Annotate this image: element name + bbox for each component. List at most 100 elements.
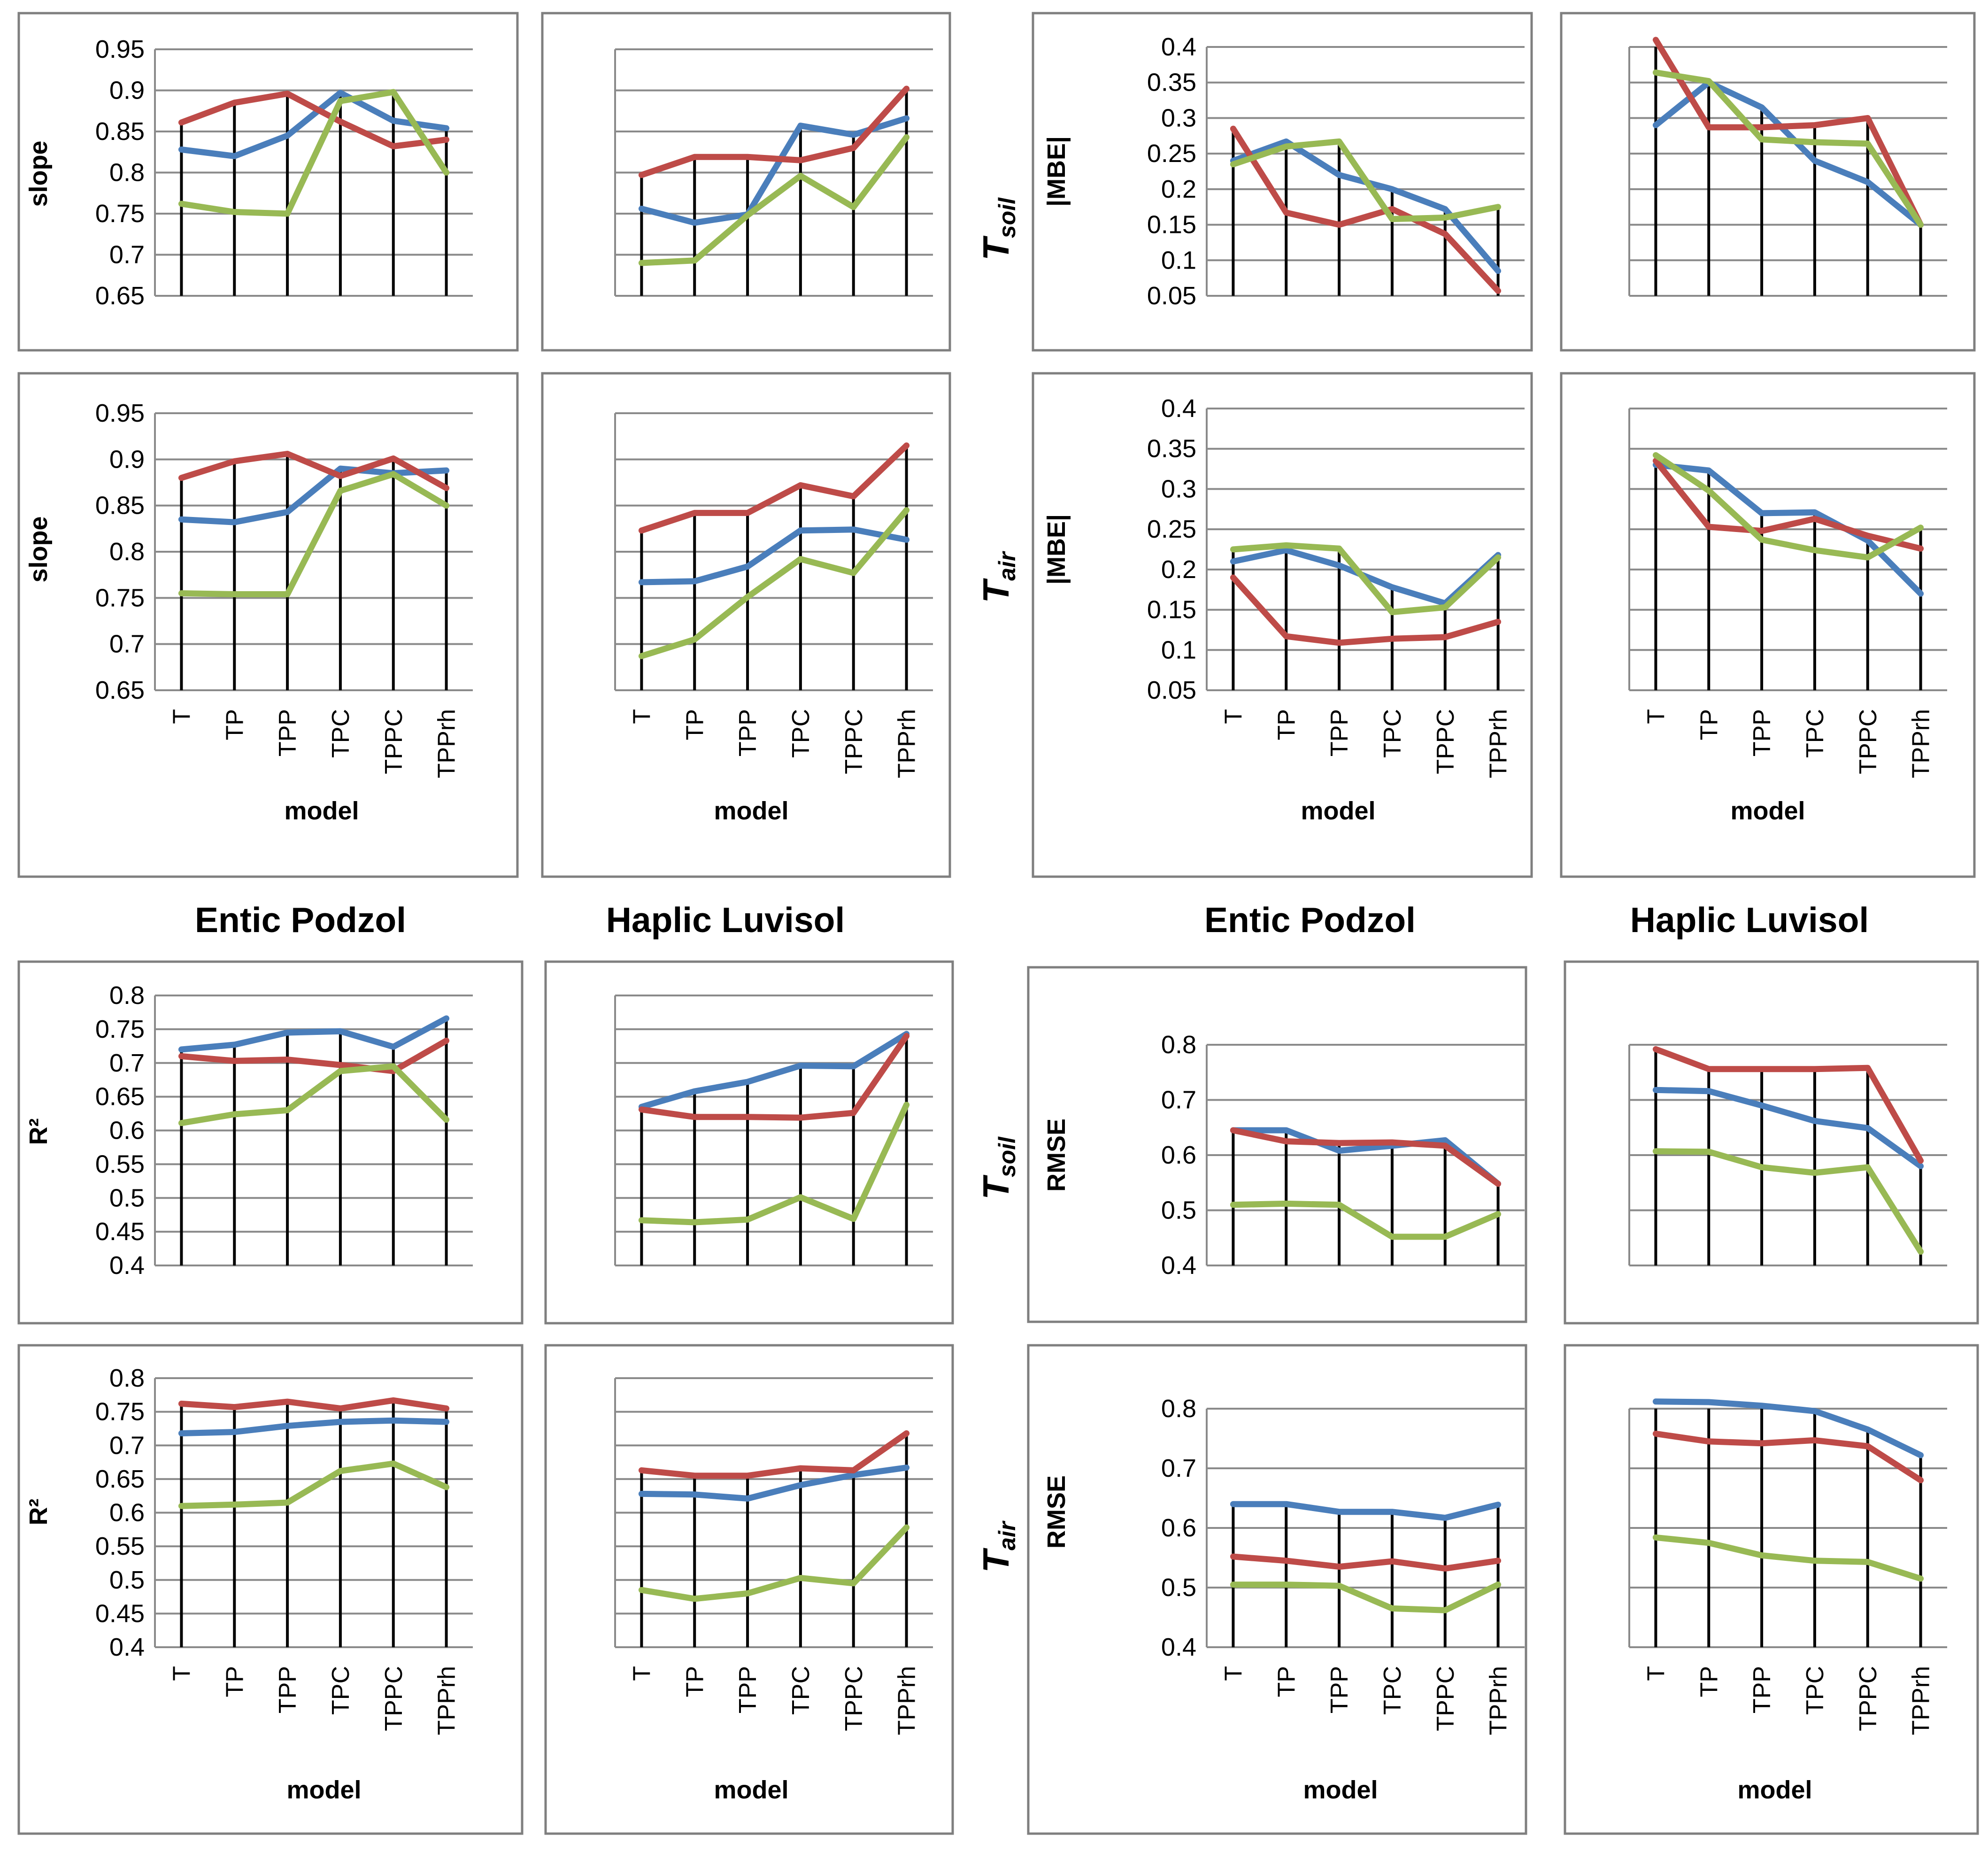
chart-frame	[17, 12, 519, 352]
side-label-sub: air	[994, 551, 1020, 581]
series-line-red	[1652, 457, 1924, 552]
series-line-red	[638, 1033, 910, 1121]
chart-slope-tair-haplic: T TP TPP TPC TPPC TPPrh model	[541, 372, 951, 878]
series-line-red	[1230, 125, 1502, 294]
y-tick-label: 0.7	[1161, 1086, 1196, 1114]
x-tick-label: TPC	[1802, 709, 1829, 758]
series-line-red	[1652, 1430, 1924, 1483]
series-line-green	[638, 1524, 910, 1602]
series-line-blue	[1230, 1127, 1502, 1187]
y-tick-label: 0.4	[109, 1633, 145, 1661]
x-tick-label: TPC	[1379, 1666, 1406, 1715]
chart-frame	[1564, 1344, 1979, 1835]
y-tick-label: 0.9	[109, 77, 145, 105]
y-tick-label: 0.7	[109, 630, 145, 658]
y-tick-label: 0.5	[109, 1566, 145, 1594]
y-tick-label: 0.3	[1161, 104, 1196, 132]
x-tick-label: TPPC	[1855, 709, 1882, 774]
y-tick-label: 0.05	[1147, 282, 1196, 310]
y-tick-label: 0.6	[1161, 1141, 1196, 1169]
y-tick-label: 0.75	[95, 584, 145, 612]
y-tick-label: 0.3	[1161, 475, 1196, 503]
chart-frame	[1032, 372, 1533, 878]
y-tick-label: 0.6	[109, 1499, 145, 1527]
chart-r2-tair-entic: 0.4 0.45 0.5 0.55 0.6 0.65 0.7 0.75 0.8 R² T TP TPP T…	[17, 1344, 524, 1835]
y-tick-label: 0.5	[1161, 1573, 1196, 1602]
series-line-green	[1652, 1148, 1924, 1255]
series-line-green	[178, 1063, 450, 1126]
chart-frame	[17, 960, 524, 1325]
y-tick-label: 0.55	[95, 1532, 145, 1560]
series-line-green	[1230, 1200, 1502, 1240]
x-tick-label: TPPC	[380, 1666, 408, 1731]
x-axis-label: model	[1737, 1776, 1812, 1804]
x-tick-label: TPPC	[840, 709, 868, 774]
chart-frame	[1560, 12, 1976, 352]
y-tick-label: 0.95	[95, 35, 145, 63]
series-line-green	[1652, 1534, 1924, 1582]
x-tick-label: TPC	[1802, 1666, 1829, 1715]
y-axis-label: R²	[24, 1118, 53, 1145]
y-tick-label: 0.75	[95, 200, 145, 228]
chart-r2-tsoil-entic: 0.4 0.45 0.5 0.55 0.6 0.65 0.7 0.75 0.8 R²	[17, 960, 524, 1325]
panel-title-right-entic: Entic Podzol	[1204, 900, 1416, 940]
y-tick-label: 0.35	[1147, 69, 1196, 97]
series-line-green	[1652, 452, 1924, 561]
y-tick-label: 0.8	[109, 981, 145, 1010]
x-tick-label: TPPC	[1855, 1666, 1882, 1731]
series-line-red	[638, 85, 910, 178]
series-line-red	[638, 1430, 910, 1479]
y-tick-label: 0.1	[1161, 246, 1196, 274]
side-label-sub: soil	[994, 1136, 1020, 1177]
x-axis-label: model	[714, 797, 788, 825]
y-tick-label: 0.8	[109, 538, 145, 566]
x-tick-label: TPP	[1326, 1666, 1353, 1713]
series-line-red	[1230, 1127, 1502, 1187]
chart-frame	[541, 372, 951, 878]
y-tick-label: 0.5	[109, 1184, 145, 1212]
series-line-blue	[178, 465, 450, 525]
series-line-blue	[1652, 1087, 1924, 1169]
y-axis-label: R²	[24, 1499, 53, 1526]
chart-rmse-tair-entic: 0.4 0.5 0.6 0.7 0.8 RMSE T TP TPP TPC TPPC TPPrh mod…	[1027, 1344, 1527, 1835]
y-axis-label: slope	[24, 140, 53, 207]
x-tick-label: TPPrh	[894, 709, 921, 778]
series-line-green	[1230, 542, 1502, 616]
series-line-green	[638, 507, 910, 659]
x-tick-label: T	[628, 709, 655, 724]
x-tick-label: TP	[1695, 1666, 1723, 1697]
panel-title-right-haplic: Haplic Luvisol	[1630, 900, 1869, 940]
y-tick-label: 0.45	[95, 1218, 145, 1246]
x-tick-label: TP	[1273, 1666, 1300, 1697]
x-tick-label: TPC	[1379, 709, 1406, 758]
y-tick-label: 0.4	[1161, 394, 1196, 423]
panel-title-left-haplic: Haplic Luvisol	[606, 900, 845, 940]
x-tick-label: T	[168, 1666, 195, 1681]
chart-slope-tair-entic: 0.65 0.7 0.75 0.8 0.85 0.9 0.95 slope T TP TPP TPC T…	[17, 372, 519, 878]
chart-r2-tair-haplic: T TP TPP TPC TPPC TPPrh model	[544, 1344, 954, 1835]
y-tick-label: 0.05	[1147, 676, 1196, 704]
x-tick-label: TPPC	[1432, 709, 1459, 774]
y-axis-label: |MBE|	[1042, 514, 1071, 585]
y-tick-label: 0.65	[95, 282, 145, 310]
chart-frame	[1560, 372, 1976, 878]
y-tick-label: 0.4	[109, 1251, 145, 1280]
x-axis-label: model	[284, 797, 359, 825]
y-tick-label: 0.5	[1161, 1196, 1196, 1225]
x-tick-label: T	[1642, 709, 1670, 724]
chart-slope-tsoil-haplic	[541, 12, 951, 352]
charts-layer: 0.65 0.7 0.75 0.8 0.85 0.9 0.95 slope 0.05 0.1 0.1…	[17, 12, 1979, 1835]
series-line-red	[1652, 37, 1924, 228]
series-line-green	[178, 1460, 450, 1509]
series-line-red	[178, 1397, 450, 1411]
panel-title-left-entic: Entic Podzol	[195, 900, 406, 940]
y-tick-label: 0.4	[1161, 33, 1196, 61]
x-tick-label: T	[1220, 709, 1247, 724]
chart-mbe-tsoil-entic: 0.05 0.1 0.15 0.2 0.25 0.3 0.35 0.4 |MBE|	[1032, 12, 1533, 352]
x-tick-label: TPC	[787, 1666, 815, 1715]
side-label-main: T	[975, 235, 1017, 261]
x-tick-label: TPP	[274, 1666, 301, 1713]
x-tick-label: TP	[221, 709, 248, 740]
y-tick-label: 0.15	[1147, 211, 1196, 239]
